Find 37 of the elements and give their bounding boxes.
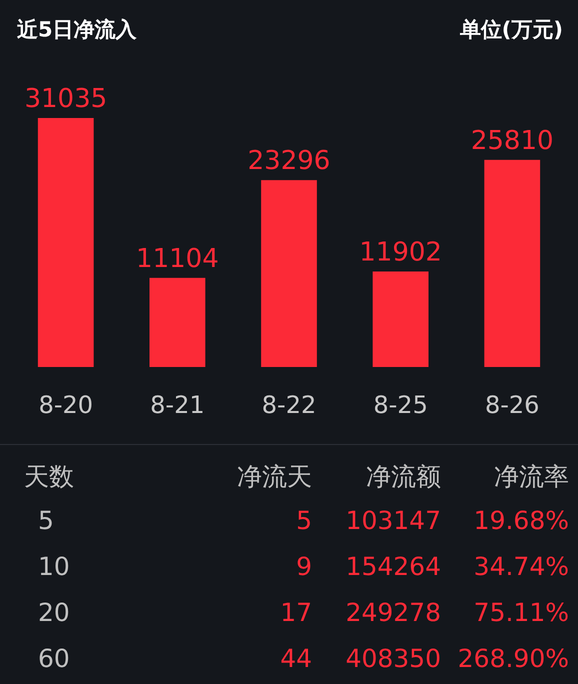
- text: 408350: [346, 644, 441, 673]
- text: 154264: [346, 552, 441, 581]
- text: 净流额: [366, 461, 441, 493]
- data-label: 25810: [470, 126, 554, 156]
- x-tick-label: 8-20: [38, 391, 94, 419]
- text: 34.74%: [474, 552, 569, 581]
- text: 249278: [346, 598, 441, 627]
- data-label: 11902: [359, 238, 442, 268]
- data-label: 31035: [24, 84, 108, 114]
- text: 60: [38, 644, 70, 673]
- text: 20: [38, 598, 70, 627]
- text: 净流率: [494, 461, 569, 493]
- text: 19.68%: [474, 506, 569, 535]
- text: 75.11%: [474, 598, 569, 627]
- x-tick-label: 8-21: [150, 391, 205, 419]
- bar: [372, 272, 428, 367]
- bar: [38, 118, 94, 367]
- text: 103147: [346, 506, 441, 535]
- text: 5: [296, 506, 312, 535]
- text: 44: [280, 644, 312, 673]
- x-tick-label: 8-22: [262, 391, 316, 419]
- x-tick-label: 8-25: [373, 391, 428, 419]
- y-axis-title: 单位(万元): [458, 18, 564, 42]
- x-tick-label: 8-26: [484, 391, 540, 419]
- chart-title: 近5日净流入: [16, 18, 138, 42]
- text: 10: [38, 552, 70, 581]
- text: 268.90%: [458, 644, 569, 673]
- bar: [261, 180, 317, 367]
- bar: [150, 278, 206, 367]
- data-label: 23296: [248, 146, 330, 176]
- text: 5: [38, 506, 54, 535]
- text: 净流天: [237, 461, 312, 493]
- text: 17: [280, 598, 312, 627]
- text: 9: [296, 552, 312, 581]
- data-label: 11104: [136, 244, 219, 274]
- bar: [484, 160, 540, 367]
- text: 天数: [24, 461, 74, 493]
